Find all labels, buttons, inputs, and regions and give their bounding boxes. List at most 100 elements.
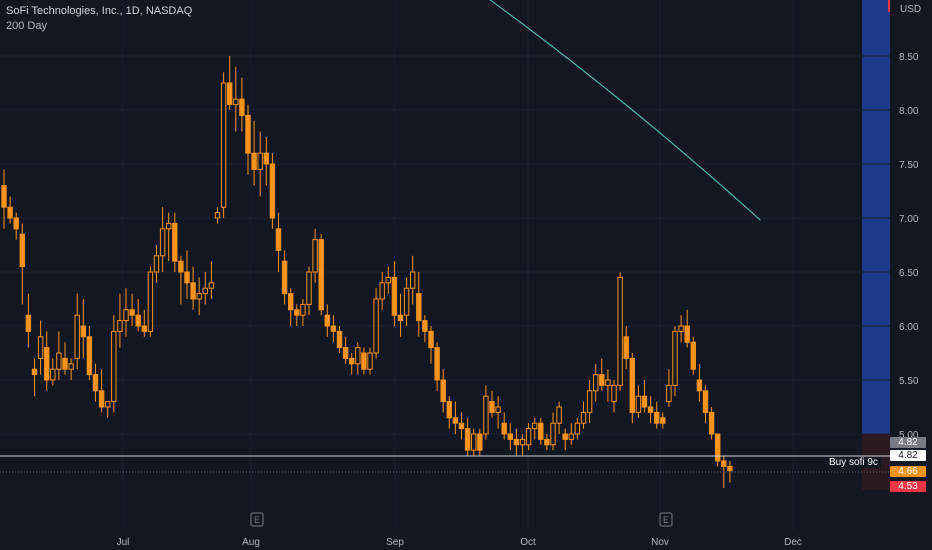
price-tick-label: 5.50 [899,376,919,387]
candle-body [434,347,440,381]
candle [166,212,172,262]
candle [86,326,93,380]
candle [702,385,709,424]
candle [68,358,74,380]
candle [562,428,568,451]
indicator-title[interactable]: 200 Day [6,20,47,32]
time-label: Dec [784,537,802,548]
candle-body [568,433,574,440]
price-tick-label: 5.00 [899,430,919,441]
candle-body [422,320,428,332]
candle-body [190,282,196,300]
candle-body [410,271,416,289]
candle [227,56,233,110]
candle [208,261,215,299]
candle [519,434,526,456]
candle [635,385,642,418]
candle [507,423,514,451]
candle-body [611,384,617,403]
candle [281,250,288,305]
candle [666,369,672,407]
candle-body [330,325,337,332]
candle [580,401,587,429]
earnings-marker-label: E [254,515,260,525]
grid [0,0,890,530]
candle-body [25,314,32,332]
candle [196,277,202,316]
candle [544,434,550,451]
candle-body [593,374,599,392]
candle [361,347,367,375]
candle-body [208,282,215,289]
candle [111,315,117,413]
candle-body [373,298,379,354]
candle [672,326,678,397]
chart-legend: SoFi Technologies, Inc., 1D, NASDAQ 200 … [6,4,192,34]
candle [574,417,581,440]
candle-body [507,433,514,440]
candle-body [550,422,556,446]
candle [379,272,385,310]
time-label: Oct [520,537,536,548]
candle [422,315,428,343]
candle [593,363,599,402]
currency-label[interactable]: USD [900,4,922,15]
candle [178,255,184,305]
price-tick-label: 8.00 [899,106,919,117]
price-tag-last: 4.66 [890,466,926,477]
candle-body [654,411,660,424]
earnings-marker-label: E [663,515,669,525]
candle-body [544,438,550,446]
price-tick-label: 8.50 [899,52,919,63]
candle-body [361,352,367,370]
price-tick-label: 7.00 [899,214,919,225]
candle [684,309,690,348]
candle [477,428,483,456]
candle-body [464,428,471,451]
candle-body [233,98,239,106]
candle [367,347,373,375]
candle [92,363,99,402]
candle-body [324,314,331,327]
candle-body [153,255,160,273]
candle [74,293,80,370]
candle [318,234,324,316]
candle [251,120,257,186]
candle-body [501,422,507,435]
candle-body [68,363,74,370]
candle [190,266,196,310]
price-tag-bid: 4.82 [890,437,926,448]
candle [605,369,611,402]
candle-body [80,325,86,338]
price-axis-ticks: 8.50 8.00 7.50 7.00 6.50 6.00 5.50 5.00 [899,52,919,441]
candle [641,380,648,413]
candle-body [440,379,446,403]
candle [373,288,379,359]
candle [410,255,416,305]
candle-body [288,293,294,311]
candle [629,353,635,424]
candle [220,72,227,218]
candle-body [471,433,477,451]
candle [513,428,520,456]
symbol-title[interactable]: SoFi Technologies, Inc., 1D, NASDAQ [6,5,193,17]
candle [428,326,434,364]
earnings-marker[interactable] [250,512,264,527]
candle-body [519,438,526,446]
plot-background [0,0,890,550]
candle-body [379,282,385,300]
candle-body [251,152,257,170]
candle [599,358,605,391]
candle-body [647,406,654,413]
candle [403,277,410,326]
candle-body [684,325,690,343]
candle-body [147,271,154,332]
candle [172,212,178,272]
candle-body [220,82,227,208]
candle-body [245,114,251,154]
order-label[interactable]: Buy sofi 9c [826,457,881,468]
earnings-marker[interactable] [659,512,673,527]
